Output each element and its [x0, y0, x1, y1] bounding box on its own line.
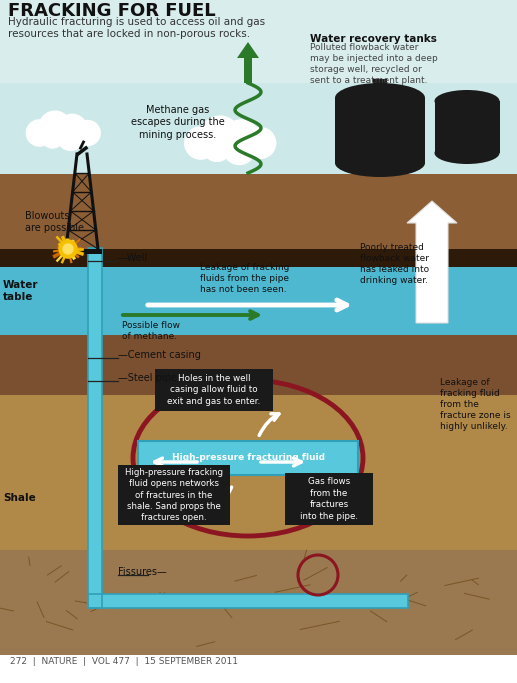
Bar — [373, 79, 387, 91]
Text: Methane gas
escapes during the
mining process.: Methane gas escapes during the mining pr… — [131, 105, 225, 140]
Circle shape — [355, 127, 379, 151]
Circle shape — [63, 244, 73, 254]
Text: —Well: —Well — [118, 253, 148, 263]
Circle shape — [392, 122, 419, 148]
Circle shape — [57, 114, 87, 144]
Bar — [435, 101, 500, 153]
Text: Shale: Shale — [3, 493, 36, 503]
Circle shape — [59, 240, 77, 258]
Bar — [138, 441, 358, 475]
Text: Blowouts
are possible.: Blowouts are possible. — [25, 211, 87, 234]
Text: Leakage of fracking
fluids from the pipe
has not been seen.: Leakage of fracking fluids from the pipe… — [200, 263, 290, 294]
Bar — [138, 441, 358, 475]
Bar — [88, 248, 102, 608]
Bar — [335, 98, 425, 163]
Bar — [88, 594, 408, 608]
Circle shape — [353, 111, 387, 146]
Bar — [0, 335, 517, 395]
Bar — [62, 249, 102, 254]
Bar — [118, 465, 230, 525]
Text: Leakage of
fracking fluid
from the
fracture zone is
highly unlikely.: Leakage of fracking fluid from the fract… — [440, 378, 511, 432]
Circle shape — [39, 111, 71, 143]
Circle shape — [200, 116, 240, 156]
Circle shape — [203, 134, 231, 161]
FancyArrow shape — [237, 42, 259, 83]
Text: —Cement casing: —Cement casing — [118, 350, 201, 360]
Bar — [0, 655, 517, 683]
Text: —Steel pipe: —Steel pipe — [118, 373, 177, 383]
Circle shape — [75, 120, 100, 145]
Circle shape — [223, 133, 255, 165]
Bar — [155, 369, 273, 411]
Circle shape — [57, 124, 84, 150]
Bar — [88, 594, 408, 608]
Bar — [88, 248, 102, 608]
Ellipse shape — [434, 90, 499, 112]
Circle shape — [223, 120, 260, 157]
Text: Poorly treated
flowback water
has leaked into
drinking water.: Poorly treated flowback water has leaked… — [360, 243, 429, 285]
Text: 272  |  NATURE  |  VOL 477  |  15 SEPTEMBER 2011: 272 | NATURE | VOL 477 | 15 SEPTEMBER 20… — [10, 657, 238, 666]
Text: FRACKING FOR FUEL: FRACKING FOR FUEL — [8, 2, 216, 20]
Circle shape — [185, 127, 217, 159]
Bar — [0, 249, 517, 267]
Text: High-pressure fracking
fluid opens networks
of fractures in the
shale. Sand prop: High-pressure fracking fluid opens netwo… — [125, 468, 223, 522]
Bar — [0, 0, 517, 174]
Text: Holes in the well
casing allow fluid to
exit and gas to enter.: Holes in the well casing allow fluid to … — [168, 374, 261, 406]
Bar — [0, 395, 517, 550]
Text: Polluted flowback water
may be injected into a deep
storage well, recycled or
se: Polluted flowback water may be injected … — [310, 43, 438, 85]
Text: Water
table: Water table — [3, 280, 38, 302]
Bar — [0, 550, 517, 655]
FancyArrow shape — [407, 201, 457, 323]
Bar — [0, 0, 517, 83]
Circle shape — [41, 126, 64, 148]
Text: Hydraulic fracturing is used to access oil and gas
resources that are locked in : Hydraulic fracturing is used to access o… — [8, 17, 265, 40]
Bar — [0, 174, 517, 249]
Text: Water recovery tanks: Water recovery tanks — [310, 34, 437, 44]
Bar — [285, 473, 373, 525]
Circle shape — [339, 121, 367, 149]
Bar — [0, 267, 517, 335]
Circle shape — [372, 115, 405, 147]
Circle shape — [373, 126, 401, 154]
Text: Possible flow
of methane.: Possible flow of methane. — [122, 321, 180, 341]
Text: High-pressure fracturing fluid: High-pressure fracturing fluid — [172, 454, 325, 462]
Text: Gas flows
from the
fractures
into the pipe.: Gas flows from the fractures into the pi… — [300, 477, 358, 520]
Ellipse shape — [335, 83, 425, 113]
Ellipse shape — [335, 149, 425, 177]
Ellipse shape — [434, 142, 499, 164]
Circle shape — [26, 120, 53, 146]
Text: Fissures—: Fissures— — [118, 567, 167, 577]
Circle shape — [245, 128, 276, 158]
